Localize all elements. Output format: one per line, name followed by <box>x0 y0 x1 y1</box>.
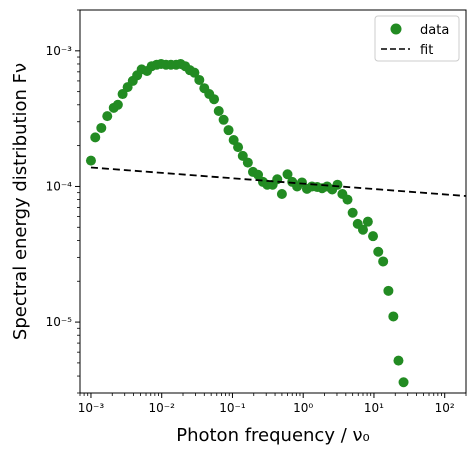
data-point <box>378 256 389 267</box>
y-axis-label: Spectral energy distribution Fν <box>10 63 31 340</box>
plot-frame <box>79 9 467 394</box>
data-point <box>276 188 287 199</box>
data-point <box>393 355 404 366</box>
data-point <box>332 179 343 190</box>
data-point <box>194 74 205 85</box>
x-tick-label: 10² <box>435 401 455 415</box>
y-tick-label: 10⁻⁴ <box>46 179 73 193</box>
legend-label-fit: fit <box>420 43 433 58</box>
y-axis-ticks: 10⁻⁵ 10⁻⁴ 10⁻³ <box>46 9 80 394</box>
x-tick-label: 10⁻² <box>148 401 175 415</box>
x-axis-ticks: 10⁻³ 10⁻² 10⁻¹ 10⁰ 10¹ 10² <box>78 393 467 415</box>
y-tick-label: 10⁻³ <box>46 44 73 58</box>
x-tick-label: 10⁻³ <box>78 401 105 415</box>
data-point <box>253 169 264 180</box>
x-tick-label: 10⁰ <box>293 401 313 415</box>
data-point <box>342 194 353 205</box>
data-point <box>218 114 229 125</box>
data-point <box>347 207 358 218</box>
fit-line <box>90 166 467 197</box>
data-point <box>398 377 409 388</box>
x-tick-label: 10¹ <box>364 401 384 415</box>
x-axis-label: Photon frequency / ν₀ <box>176 425 370 446</box>
legend-marker-data <box>390 23 402 35</box>
data-point <box>388 311 399 322</box>
data-point <box>85 155 96 166</box>
legend: data fit <box>374 15 460 62</box>
data-point <box>233 142 244 153</box>
data-point <box>242 157 253 168</box>
data-point <box>362 216 373 227</box>
data-point <box>209 94 220 105</box>
y-tick-label: 10⁻⁵ <box>46 315 73 329</box>
legend-label-data: data <box>420 23 449 38</box>
data-point <box>282 169 293 180</box>
data-points <box>85 58 409 388</box>
data-point <box>213 106 224 117</box>
data-point <box>90 132 101 143</box>
data-point <box>383 285 394 296</box>
data-point <box>117 89 128 100</box>
data-point <box>368 231 379 242</box>
data-point <box>373 246 384 257</box>
fit-line-group <box>90 166 467 197</box>
data-point <box>112 99 123 110</box>
x-tick-label: 10⁻¹ <box>219 401 246 415</box>
data-point <box>223 125 234 136</box>
data-point <box>189 67 200 78</box>
data-point <box>102 111 113 122</box>
data-point <box>96 122 107 133</box>
data-point <box>357 224 368 235</box>
